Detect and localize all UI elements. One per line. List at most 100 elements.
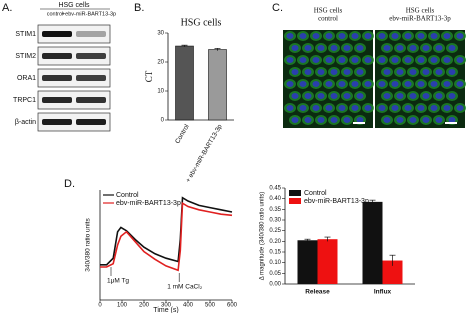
nucleus <box>325 57 333 63</box>
nucleus <box>338 33 346 39</box>
blot-row-label: TRPC1 <box>13 97 36 104</box>
y-tick-label: 0.45 <box>269 186 281 192</box>
nucleus <box>330 69 338 75</box>
legend-label: ebv-miR-BART13-3p <box>116 200 181 207</box>
nucleus <box>286 81 294 87</box>
x-tick-label: 200 <box>139 303 150 309</box>
lane-label: control <box>47 11 64 17</box>
nucleus <box>356 45 364 51</box>
nucleus <box>312 57 320 63</box>
lane-label: +ebv-miR-BART13-3p <box>62 11 116 17</box>
nucleus <box>291 69 299 75</box>
nucleus <box>409 69 417 75</box>
nucleus <box>417 57 425 63</box>
nucleus <box>299 57 307 63</box>
blot-band <box>76 75 106 81</box>
nucleus <box>383 117 391 123</box>
nucleus <box>409 45 417 51</box>
nucleus <box>364 81 372 87</box>
y-tick-label: 0.10 <box>269 260 281 266</box>
nucleus <box>312 105 320 111</box>
nucleus <box>304 45 312 51</box>
nucleus <box>430 105 438 111</box>
blot-band <box>42 31 72 37</box>
nucleus <box>378 57 386 63</box>
nucleus <box>404 105 412 111</box>
nucleus <box>364 57 372 63</box>
y-tick-label: 0.25 <box>269 228 281 234</box>
blot-band <box>42 53 72 59</box>
blot-header: HSG cells <box>58 2 90 9</box>
legend-swatch <box>289 198 301 204</box>
nucleus <box>456 57 464 63</box>
nucleus <box>351 81 359 87</box>
scale-bar <box>445 122 457 124</box>
blot-box <box>37 46 111 66</box>
x-tick-label: 300 <box>161 303 172 309</box>
blot-box <box>37 90 111 110</box>
x-tick-label: 100 <box>117 303 128 309</box>
nucleus <box>430 57 438 63</box>
nucleus <box>422 45 430 51</box>
y-tick-label: 10 <box>157 89 164 95</box>
nucleus <box>404 81 412 87</box>
bar <box>175 45 194 121</box>
nucleus <box>430 81 438 87</box>
nucleus <box>351 57 359 63</box>
blot-box <box>37 68 111 88</box>
bar <box>317 239 338 284</box>
legend-swatch <box>289 190 301 196</box>
x-tick-label: 400 <box>183 303 194 309</box>
blot-row-label: STIM1 <box>15 31 36 38</box>
x-tick-label: 0 <box>98 303 102 309</box>
nucleus <box>356 93 364 99</box>
nucleus <box>343 45 351 51</box>
nucleus <box>291 93 299 99</box>
annotation: 1μM Tg <box>107 278 129 285</box>
nucleus <box>417 33 425 39</box>
bar <box>297 240 318 284</box>
nucleus <box>383 45 391 51</box>
nucleus <box>383 69 391 75</box>
nucleus <box>422 117 430 123</box>
blot-band <box>76 53 106 59</box>
image-label: HSG cells <box>406 7 435 15</box>
blot-row-label: STIM2 <box>15 53 36 60</box>
nucleus <box>325 33 333 39</box>
nucleus <box>448 45 456 51</box>
x-tick-label: 500 <box>205 303 216 309</box>
nucleus <box>317 117 325 123</box>
nucleus <box>456 33 464 39</box>
nucleus <box>422 93 430 99</box>
nucleus <box>383 93 391 99</box>
panel-label: B. <box>134 2 144 14</box>
y-axis-label: CT <box>144 70 154 82</box>
y-tick-label: 0.40 <box>269 196 281 202</box>
blot-band <box>42 97 72 103</box>
nucleus <box>443 57 451 63</box>
nucleus <box>325 81 333 87</box>
nucleus <box>409 93 417 99</box>
image-label: HSG cells <box>314 7 343 15</box>
nucleus <box>435 117 443 123</box>
nucleus <box>343 93 351 99</box>
blot-band <box>76 119 106 125</box>
nucleus <box>435 93 443 99</box>
nucleus <box>299 33 307 39</box>
scale-bar <box>353 122 365 124</box>
nucleus <box>443 81 451 87</box>
nucleus <box>286 33 294 39</box>
y-tick-label: 0.15 <box>269 250 281 256</box>
nucleus <box>343 117 351 123</box>
line-series <box>100 201 233 272</box>
nucleus <box>325 105 333 111</box>
x-tick-label: + ebv-miR-BART13-3p <box>185 123 224 184</box>
y-tick-label: 0.35 <box>269 207 281 213</box>
nucleus <box>378 81 386 87</box>
chart-title: HSG cells <box>181 17 222 28</box>
y-tick-label: 0.00 <box>269 282 281 288</box>
nucleus <box>299 105 307 111</box>
blot-band <box>42 119 72 125</box>
nucleus <box>391 105 399 111</box>
